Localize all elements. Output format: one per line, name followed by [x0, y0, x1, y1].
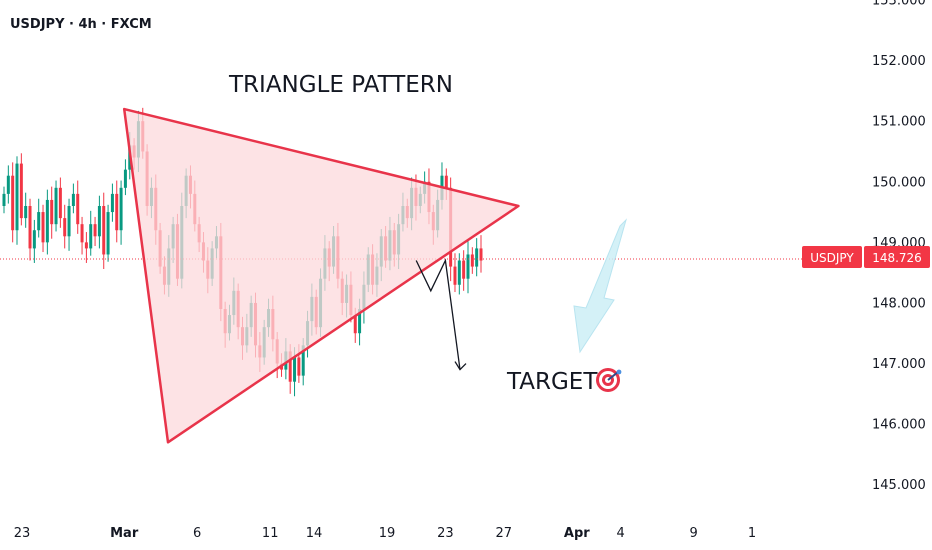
candle-body [19, 163, 23, 219]
candle-body [58, 187, 62, 219]
candle-body [288, 351, 292, 382]
projection-arrows [415, 218, 628, 371]
candle-body [457, 260, 461, 285]
bearish-move-arrowhead [454, 361, 467, 371]
candle-body [89, 224, 93, 249]
candle-body [462, 260, 466, 279]
candle-body [102, 206, 106, 255]
time-axis[interactable]: 23 Mar 6 11 14 19 23 27 Apr 4 9 1 [14, 526, 756, 541]
candle-body [50, 199, 54, 225]
y-tick-label: 151.000 [872, 115, 926, 130]
candle-body [97, 206, 101, 237]
candle-body [11, 175, 15, 231]
x-tick-label: Mar [110, 526, 139, 541]
candle-body [2, 193, 6, 206]
candle-body [293, 357, 297, 382]
x-tick-label: 23 [14, 526, 31, 541]
x-tick-label: 1 [748, 526, 756, 541]
candle-body [297, 357, 301, 376]
x-tick-label: 23 [437, 526, 454, 541]
candle-body [466, 254, 470, 279]
bearish-move-arrow [415, 258, 461, 370]
candle-body [301, 345, 305, 376]
candle-body [119, 187, 123, 231]
candle-body [76, 193, 80, 225]
price-badge-symbol: USDJPY [810, 251, 854, 265]
candle-body [475, 248, 479, 267]
x-tick-label: 4 [616, 526, 624, 541]
y-tick-label: 152.000 [872, 54, 926, 69]
candle-body [353, 315, 357, 334]
y-tick-label: 153.000 [872, 0, 926, 9]
candle-body [470, 254, 474, 267]
y-tick-label: 148.000 [872, 296, 926, 311]
candle-body [80, 224, 84, 243]
candle-body [28, 206, 32, 249]
x-tick-label: 9 [689, 526, 697, 541]
candle-body [41, 212, 45, 243]
y-tick-label: 145.000 [872, 478, 926, 493]
candle-body [63, 218, 67, 237]
target-icon [596, 368, 622, 392]
candle-body [37, 212, 41, 231]
projection-arrow [573, 218, 628, 354]
candle-body [6, 175, 10, 194]
x-tick-label: 6 [193, 526, 201, 541]
y-tick-label: 146.000 [872, 418, 926, 433]
candle-body [479, 248, 483, 261]
candle-body [32, 230, 36, 249]
x-tick-label: 19 [379, 526, 396, 541]
candle-body [106, 212, 110, 255]
candle-body [15, 163, 19, 231]
x-tick-label: 27 [496, 526, 513, 541]
candle-body [45, 199, 49, 243]
candle-body [123, 169, 127, 188]
candle-body [67, 206, 71, 237]
triangle-pattern [122, 107, 520, 444]
x-tick-label: 11 [262, 526, 279, 541]
candle-body [115, 193, 119, 231]
price-badge-value: 148.726 [872, 251, 922, 265]
x-tick-label: Apr [564, 526, 590, 541]
triangle-shape [122, 107, 520, 444]
x-tick-label: 14 [306, 526, 323, 541]
candle-body [93, 224, 97, 237]
chart-title: USDJPY · 4h · FXCM [10, 17, 152, 32]
triangle-pattern-title: TRIANGLE PATTERN [228, 72, 453, 98]
candle-body [358, 309, 362, 334]
y-tick-label: 147.000 [872, 357, 926, 372]
candle-body [54, 187, 58, 225]
candle-body [453, 266, 457, 285]
candle-body [444, 175, 448, 188]
candle-body [24, 206, 28, 219]
candle-body [110, 193, 114, 213]
candle-body [84, 242, 88, 249]
y-tick-label: 150.000 [872, 175, 926, 190]
price-badge: USDJPY 148.726 [802, 246, 930, 268]
target-label: TARGET [506, 369, 598, 395]
candle-body [71, 193, 75, 206]
